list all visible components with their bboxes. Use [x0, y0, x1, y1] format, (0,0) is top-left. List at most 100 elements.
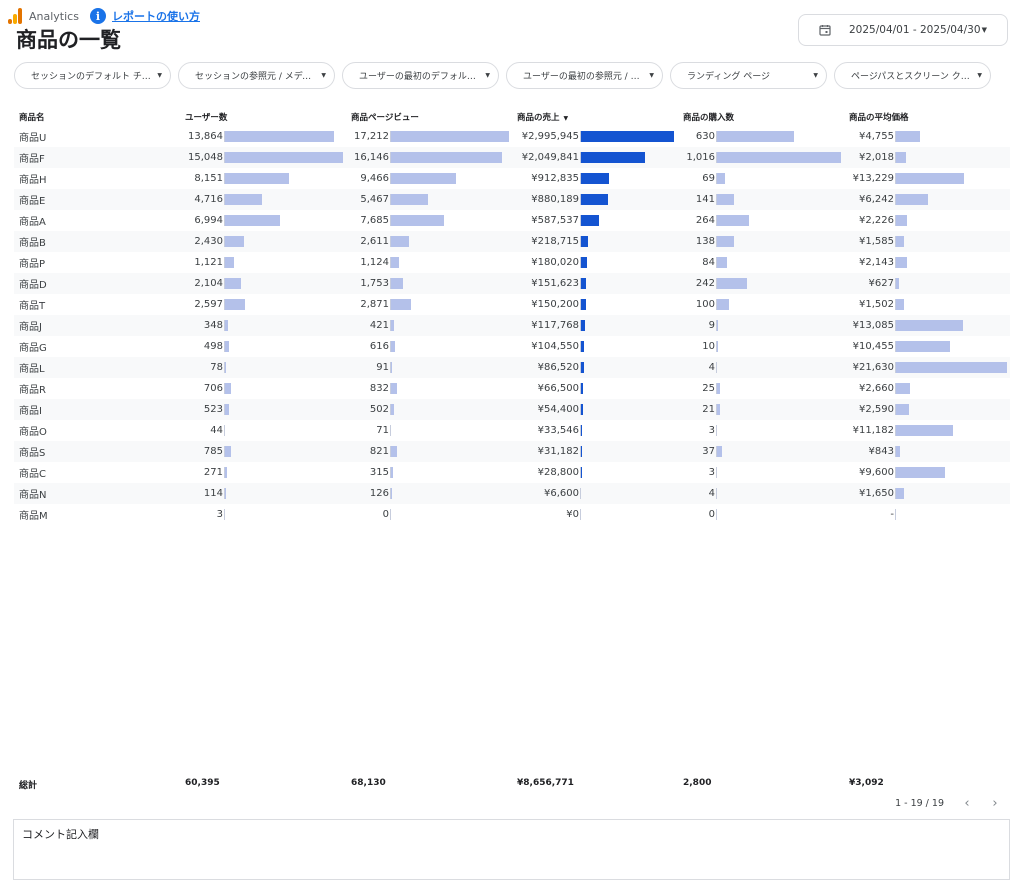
bar-fill-purchases [717, 152, 841, 163]
prev-page-icon[interactable]: ‹ [964, 796, 970, 811]
bar-axis-tick [580, 299, 581, 310]
cell-views: 421 [369, 320, 389, 331]
cell-product-name: 商品M [19, 511, 48, 522]
table-row[interactable]: 商品S 785 821 ¥31,182 37 ¥843 [14, 441, 1010, 462]
bar-fill-avg-price [896, 488, 904, 499]
column-header-avg-price[interactable]: 商品の平均価格 [849, 113, 909, 123]
bar-revenue [580, 504, 581, 525]
table-row[interactable]: 商品R 706 832 ¥66,500 25 ¥2,660 [14, 378, 1010, 399]
bar-revenue [580, 336, 584, 357]
bar-revenue [580, 378, 583, 399]
page-title: 商品の一覧 [16, 28, 121, 52]
bar-purchases [716, 147, 841, 168]
table-row[interactable]: 商品F 15,048 16,146 ¥2,049,841 1,016 ¥2,018 [14, 147, 1010, 168]
table-row[interactable]: 商品P 1,121 1,124 ¥180,020 84 ¥2,143 [14, 252, 1010, 273]
chevron-down-icon: ▼ [157, 72, 162, 79]
table-row[interactable]: 商品E 4,716 5,467 ¥880,189 141 ¥6,242 [14, 189, 1010, 210]
bar-views [390, 147, 502, 168]
bar-axis-tick [224, 509, 225, 520]
bar-purchases [716, 315, 718, 336]
table-row[interactable]: 商品B 2,430 2,611 ¥218,715 138 ¥1,585 [14, 231, 1010, 252]
chevron-down-icon: ▼ [321, 72, 326, 79]
info-icon[interactable]: i [90, 8, 106, 24]
table-row[interactable]: 商品L 78 91 ¥86,520 4 ¥21,630 [14, 357, 1010, 378]
bar-users [224, 504, 225, 525]
filter-first-user-default-channel[interactable]: ユーザーの最初のデフォルト … ▼ [342, 62, 499, 89]
column-header-revenue[interactable]: 商品の売上 ▼ [517, 113, 569, 123]
cell-revenue: ¥66,500 [537, 383, 579, 394]
bar-avg-price [895, 168, 964, 189]
column-header-purchases[interactable]: 商品の購入数 [683, 113, 735, 123]
cell-product-name: 商品T [19, 301, 46, 312]
bar-purchases [716, 357, 717, 378]
filter-page-path-screen-class[interactable]: ページパスとスクリーン クラス ▼ [834, 62, 991, 89]
bar-purchases [716, 252, 727, 273]
bar-fill-avg-price [896, 467, 945, 478]
filter-first-user-source-medium[interactable]: ユーザーの最初の参照元 / メ… ▼ [506, 62, 663, 89]
bar-axis-tick [390, 404, 391, 415]
bar-axis-tick [580, 257, 581, 268]
filter-session-source-medium[interactable]: セッションの参照元 / メディア ▼ [178, 62, 335, 89]
bar-axis-tick [716, 173, 717, 184]
cell-product-name: 商品H [19, 175, 47, 186]
cell-views: 7,685 [360, 215, 389, 226]
bar-axis-tick [580, 173, 581, 184]
table-row[interactable]: 商品U 13,864 17,212 ¥2,995,945 630 ¥4,755 [14, 126, 1010, 147]
bar-users [224, 399, 229, 420]
comment-box[interactable]: コメント記入欄 [13, 819, 1010, 880]
column-header-page-views[interactable]: 商品ページビュー [351, 113, 419, 123]
table-row[interactable]: 商品C 271 315 ¥28,800 3 ¥9,600 [14, 462, 1010, 483]
bar-revenue [580, 273, 586, 294]
table-row[interactable]: 商品H 8,151 9,466 ¥912,835 69 ¥13,229 [14, 168, 1010, 189]
bar-axis-tick [716, 488, 717, 499]
totals-users: 60,395 [185, 778, 220, 788]
cell-avg-price: ¥9,600 [859, 467, 894, 478]
bar-axis-tick [895, 341, 896, 352]
bar-axis-tick [224, 446, 225, 457]
table-row[interactable]: 商品G 498 616 ¥104,550 10 ¥10,455 [14, 336, 1010, 357]
table-row[interactable]: 商品I 523 502 ¥54,400 21 ¥2,590 [14, 399, 1010, 420]
cell-revenue: ¥86,520 [537, 362, 579, 373]
filter-session-default-channel[interactable]: セッションのデフォルト チャ… ▼ [14, 62, 171, 89]
cell-users: 1,121 [194, 257, 223, 268]
bar-fill-revenue [581, 467, 582, 478]
bar-fill-avg-price [896, 446, 900, 457]
bar-fill-revenue [581, 152, 645, 163]
bar-fill-users [225, 404, 229, 415]
table-row[interactable]: 商品J 348 421 ¥117,768 9 ¥13,085 [14, 315, 1010, 336]
column-header-product-name[interactable]: 商品名 [19, 113, 45, 123]
bar-avg-price [895, 462, 945, 483]
bar-axis-tick [390, 467, 391, 478]
bar-views [390, 210, 444, 231]
bar-views [390, 357, 392, 378]
bar-fill-users [225, 341, 229, 352]
cell-views: 16,146 [354, 152, 389, 163]
help-link[interactable]: レポートの使い方 [112, 10, 200, 23]
bar-fill-users [225, 446, 231, 457]
date-range-picker[interactable]: 2025/04/01 - 2025/04/30 ▼ [798, 14, 1008, 46]
bar-fill-users [225, 278, 241, 289]
cell-product-name: 商品G [19, 343, 47, 354]
bar-axis-tick [895, 446, 896, 457]
bar-views [390, 378, 397, 399]
table-row[interactable]: 商品D 2,104 1,753 ¥151,623 242 ¥627 [14, 273, 1010, 294]
bar-fill-users [225, 299, 245, 310]
table-row[interactable]: 商品A 6,994 7,685 ¥587,537 264 ¥2,226 [14, 210, 1010, 231]
cell-purchases: 3 [708, 467, 715, 478]
cell-revenue: ¥117,768 [531, 320, 579, 331]
next-page-icon[interactable]: › [992, 796, 998, 811]
column-header-users[interactable]: ユーザー数 [185, 113, 228, 123]
table-row[interactable]: 商品T 2,597 2,871 ¥150,200 100 ¥1,502 [14, 294, 1010, 315]
filter-landing-page[interactable]: ランディング ページ ▼ [670, 62, 827, 89]
cell-purchases: 242 [695, 278, 715, 289]
bar-purchases [716, 420, 717, 441]
bar-axis-tick [716, 362, 717, 373]
cell-avg-price: ¥843 [868, 446, 894, 457]
table-row[interactable]: 商品O 44 71 ¥33,546 3 ¥11,182 [14, 420, 1010, 441]
bar-fill-purchases [717, 257, 727, 268]
table-row[interactable]: 商品N 114 126 ¥6,600 4 ¥1,650 [14, 483, 1010, 504]
bar-axis-tick [580, 404, 581, 415]
bar-axis-tick [895, 320, 896, 331]
bar-revenue [580, 462, 582, 483]
table-row[interactable]: 商品M 3 0 ¥0 0 - [14, 504, 1010, 525]
